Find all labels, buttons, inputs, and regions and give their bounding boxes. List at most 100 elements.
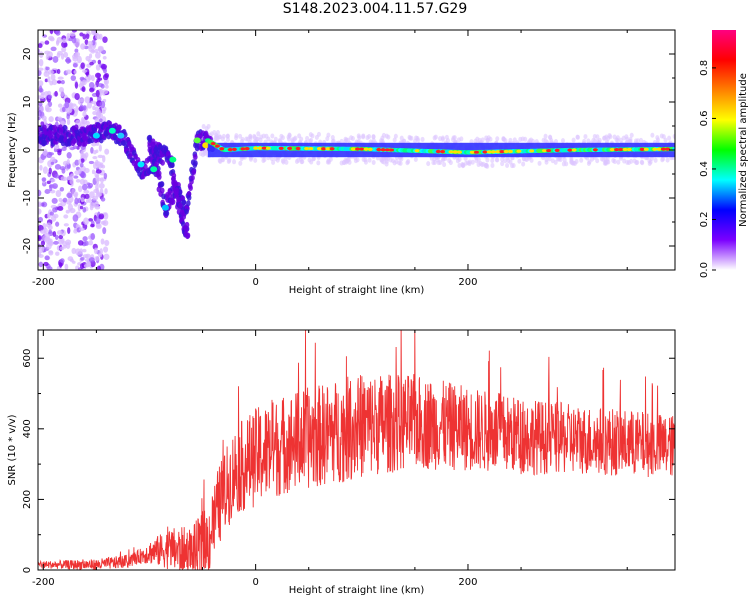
heatmap-noise-point <box>79 178 86 185</box>
heatmap-noise-point <box>46 151 53 159</box>
heatmap-noise-point <box>80 158 85 163</box>
heatmap-noise-point <box>91 169 96 175</box>
heatmap-peak-point <box>507 149 513 154</box>
heatmap-peak-point <box>618 147 624 152</box>
heatmap-halo-point <box>365 135 370 141</box>
heatmap-halo-point <box>286 136 291 142</box>
heatmap-band-point <box>159 187 165 194</box>
heatmap-noise-point <box>80 257 85 261</box>
heatmap-noise-point <box>56 40 60 45</box>
heatmap-halo-point <box>543 138 548 144</box>
heatmap-noise-point <box>51 183 58 189</box>
heatmap-band-point <box>73 124 79 131</box>
heatmap-peak-point <box>486 150 492 154</box>
heatmap-halo-point <box>663 137 668 143</box>
heatmap-noise-point <box>79 98 85 103</box>
heatmap-halo-point <box>308 132 313 138</box>
heatmap-noise-point <box>103 172 108 180</box>
heatmap-peak-point <box>482 150 488 154</box>
heatmap-peak-point <box>389 148 395 152</box>
heatmap-peak-point <box>456 150 462 154</box>
heatmap-peak-point <box>210 142 216 146</box>
heatmap-noise-point <box>71 36 77 44</box>
heatmap-noise-point <box>103 246 109 253</box>
heatmap-noise-point <box>55 221 60 227</box>
heatmap-band-point <box>62 124 68 131</box>
bottom-y-axis-label: SNR (10 * v/v) <box>7 414 18 485</box>
heatmap-noise-point <box>73 70 77 74</box>
heatmap-band-point <box>188 184 193 191</box>
heatmap-noise-point <box>49 80 54 86</box>
heatmap-noise-point <box>89 87 95 93</box>
heatmap-halo-point <box>483 162 488 168</box>
heatmap-band-point <box>184 221 190 228</box>
heatmap-noise-point <box>94 106 100 112</box>
heatmap-halo-point <box>595 158 600 164</box>
heatmap-halo-point <box>363 159 368 165</box>
heatmap-noise-point <box>42 166 48 174</box>
heatmap-halo-point <box>625 159 630 165</box>
heatmap-halo-point <box>595 138 600 144</box>
heatmap-peak-point <box>490 150 496 154</box>
heatmap-noise-point <box>60 176 66 181</box>
heatmap-noise-point <box>43 118 47 126</box>
heatmap-noise-point <box>47 69 54 75</box>
heatmap-noise-point <box>84 193 90 200</box>
heatmap-noise-point <box>99 100 106 109</box>
heatmap-halo-point <box>226 158 231 164</box>
heatmap-peak-point <box>214 144 220 148</box>
heatmap-band-point <box>172 179 178 186</box>
heatmap-peak-point <box>287 146 293 150</box>
snr-marks <box>38 330 675 570</box>
heatmap-halo-point <box>381 132 386 138</box>
heatmap-noise-point <box>92 105 96 111</box>
heatmap-noise-point <box>61 106 66 113</box>
heatmap-noise-point <box>61 38 67 44</box>
heatmap-peak-point <box>325 147 331 151</box>
heatmap-noise-point <box>81 183 88 191</box>
heatmap-halo-point <box>500 156 505 162</box>
heatmap-noise-point <box>58 234 64 240</box>
heatmap-noise-point <box>62 197 68 203</box>
heatmap-band-point <box>174 187 179 194</box>
heatmap-halo-point <box>653 157 658 163</box>
heatmap-peak-point <box>227 148 233 152</box>
heatmap-halo-point <box>650 132 655 138</box>
top-x-axis-label: Height of straight line (km) <box>289 285 425 296</box>
heatmap-halo-point <box>270 133 275 139</box>
heatmap-noise-point <box>88 160 95 165</box>
heatmap-noise-point <box>60 90 65 98</box>
heatmap-peak-point <box>253 146 259 150</box>
heatmap-halo-point <box>239 156 244 162</box>
heatmap-halo-point <box>485 137 490 143</box>
heatmap-halo-point <box>420 136 425 142</box>
heatmap-noise-point <box>98 252 103 258</box>
heatmap-halo-point <box>278 138 283 144</box>
heatmap-band-point <box>156 170 162 177</box>
heatmap-halo-point <box>579 157 584 163</box>
heatmap-noise-point <box>94 51 101 59</box>
heatmap-halo-point <box>604 134 609 140</box>
heatmap-halo-point <box>649 156 654 162</box>
heatmap-noise-point <box>41 177 47 182</box>
heatmap-noise-point <box>100 238 105 245</box>
heatmap-noise-point <box>91 30 96 34</box>
heatmap-noise-point <box>57 205 64 211</box>
colorbar-tick-label: 0.4 <box>699 161 710 177</box>
heatmap-noise-point <box>38 51 44 59</box>
heatmap-noise-point <box>79 263 85 270</box>
heatmap-halo-point <box>632 158 637 164</box>
heatmap-noise-point <box>50 46 57 52</box>
heatmap-noise-point <box>41 201 48 208</box>
heatmap-noise-point <box>54 174 60 179</box>
heatmap-peak-point <box>240 147 246 151</box>
heatmap-halo-point <box>248 133 253 139</box>
heatmap-noise-point <box>88 240 94 246</box>
heatmap-noise-point <box>38 69 42 77</box>
heatmap-peak-point <box>219 147 225 151</box>
heatmap-noise-point <box>57 150 62 156</box>
heatmap-noise-point <box>53 240 59 245</box>
heatmap-halo-point <box>574 158 579 164</box>
heatmap-peak-point <box>355 147 361 151</box>
heatmap-noise-point <box>50 178 56 183</box>
